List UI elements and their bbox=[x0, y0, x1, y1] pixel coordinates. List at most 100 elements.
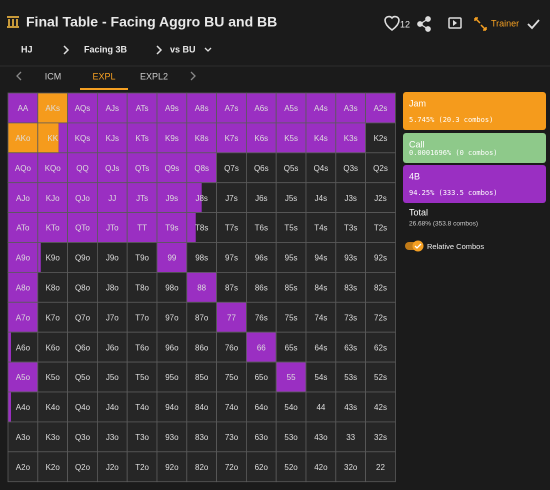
hand-label[interactable]: 62s bbox=[374, 343, 387, 352]
hand-label[interactable]: 64s bbox=[314, 343, 327, 352]
hand-label[interactable]: 96s bbox=[255, 254, 268, 263]
hand-label[interactable]: T3o bbox=[135, 433, 149, 442]
legend-box[interactable] bbox=[403, 165, 546, 203]
hand-label[interactable]: TT bbox=[137, 224, 147, 233]
hand-label[interactable]: QTs bbox=[135, 164, 149, 173]
hand-label[interactable]: 99 bbox=[167, 254, 176, 263]
hand-label[interactable]: Q9s bbox=[165, 164, 180, 173]
hand-label[interactable]: J9o bbox=[106, 254, 119, 263]
hand-label[interactable]: J8o bbox=[106, 283, 119, 292]
hand-label[interactable]: Q9o bbox=[75, 254, 91, 263]
toggle-knob[interactable] bbox=[412, 240, 424, 252]
hand-label[interactable]: 76o bbox=[225, 343, 239, 352]
hand-label[interactable]: K6o bbox=[46, 343, 61, 352]
hand-label[interactable]: Q8s bbox=[194, 164, 209, 173]
hand-label[interactable]: 62o bbox=[255, 463, 269, 472]
hand-label[interactable]: Q7o bbox=[75, 313, 91, 322]
hand-label[interactable]: 42s bbox=[374, 403, 387, 412]
hand-label[interactable]: Q6o bbox=[75, 343, 91, 352]
hand-label[interactable]: K2s bbox=[374, 134, 388, 143]
hand-label[interactable]: 85s bbox=[285, 283, 298, 292]
hand-label[interactable]: 53s bbox=[344, 373, 357, 382]
hand-label[interactable]: 98s bbox=[195, 254, 208, 263]
hand-label[interactable]: 92s bbox=[374, 254, 387, 263]
hand-label[interactable]: A9s bbox=[165, 104, 179, 113]
position-select[interactable]: HJ bbox=[21, 44, 33, 54]
hand-label[interactable]: KK bbox=[47, 134, 58, 143]
hand-label[interactable]: T2o bbox=[135, 463, 149, 472]
hand-label[interactable]: QJs bbox=[105, 164, 119, 173]
hand-label[interactable]: 95s bbox=[285, 254, 298, 263]
hand-label[interactable]: J7s bbox=[225, 194, 237, 203]
hand-label[interactable]: 98o bbox=[165, 283, 179, 292]
hand-label[interactable]: 52s bbox=[374, 373, 387, 382]
hand-label[interactable]: JJ bbox=[108, 194, 116, 203]
hand-label[interactable]: K3o bbox=[46, 433, 61, 442]
hand-label[interactable]: 82o bbox=[195, 463, 209, 472]
hand-label[interactable]: J4s bbox=[315, 194, 327, 203]
hand-label[interactable]: 83o bbox=[195, 433, 209, 442]
hand-label[interactable]: KJs bbox=[106, 134, 119, 143]
hand-label[interactable]: 76s bbox=[255, 313, 268, 322]
hand-label[interactable]: K4s bbox=[314, 134, 328, 143]
hand-label[interactable]: JTo bbox=[106, 224, 119, 233]
hand-label[interactable]: A6s bbox=[254, 104, 268, 113]
hand-label[interactable]: A7o bbox=[16, 313, 31, 322]
hand-label[interactable]: T9s bbox=[165, 224, 178, 233]
hand-label[interactable]: T5s bbox=[284, 224, 297, 233]
hand-label[interactable]: 74s bbox=[314, 313, 327, 322]
hand-label[interactable]: T5o bbox=[135, 373, 149, 382]
hand-label[interactable]: 84o bbox=[195, 403, 209, 412]
hand-label[interactable]: Q5s bbox=[284, 164, 299, 173]
like-button[interactable] bbox=[384, 15, 400, 31]
hand-label[interactable]: A4o bbox=[16, 403, 31, 412]
hand-label[interactable]: K8s bbox=[195, 134, 209, 143]
hand-label[interactable]: 73s bbox=[344, 313, 357, 322]
hand-label[interactable]: K7o bbox=[46, 313, 61, 322]
tab[interactable]: ICM bbox=[45, 71, 62, 81]
hand-label[interactable]: A2o bbox=[16, 463, 31, 472]
hand-label[interactable]: KQo bbox=[45, 164, 62, 173]
hand-label[interactable]: Q3o bbox=[75, 433, 91, 442]
hand-label[interactable]: 75s bbox=[285, 313, 298, 322]
hand-label[interactable]: 73o bbox=[225, 433, 239, 442]
hand-label[interactable]: 63s bbox=[344, 343, 357, 352]
hand-label[interactable]: JTs bbox=[136, 194, 148, 203]
play-button[interactable] bbox=[448, 17, 462, 29]
hand-label[interactable]: KQs bbox=[75, 134, 91, 143]
hand-label[interactable]: Q8o bbox=[75, 283, 91, 292]
hand-label[interactable]: QTo bbox=[75, 224, 90, 233]
hand-label[interactable]: T8s bbox=[195, 224, 208, 233]
hand-label[interactable]: KTo bbox=[46, 224, 60, 233]
hand-label[interactable]: K5s bbox=[284, 134, 298, 143]
tab-next[interactable] bbox=[190, 71, 196, 81]
hand-label[interactable]: J2o bbox=[106, 463, 119, 472]
hand-label[interactable]: AJo bbox=[16, 194, 30, 203]
hand-label[interactable]: A8s bbox=[195, 104, 209, 113]
hand-label[interactable]: 94s bbox=[314, 254, 327, 263]
hand-label[interactable]: Q3s bbox=[343, 164, 358, 173]
confirm-button[interactable] bbox=[527, 19, 540, 30]
hand-label[interactable]: AA bbox=[18, 104, 29, 113]
hand-label[interactable]: T7s bbox=[225, 224, 238, 233]
hand-label[interactable]: K9o bbox=[46, 254, 61, 263]
hand-label[interactable]: 95o bbox=[165, 373, 179, 382]
hand-label[interactable]: 65o bbox=[255, 373, 269, 382]
hand-label[interactable]: K7s bbox=[225, 134, 239, 143]
hand-label[interactable]: 88 bbox=[197, 283, 206, 292]
legend-box[interactable] bbox=[403, 133, 546, 163]
hand-label[interactable]: Q5o bbox=[75, 373, 91, 382]
hand-label[interactable]: 43s bbox=[344, 403, 357, 412]
hand-label[interactable]: Q2s bbox=[373, 164, 388, 173]
hand-label[interactable]: 87s bbox=[225, 283, 238, 292]
hand-label[interactable]: 83s bbox=[344, 283, 357, 292]
hand-label[interactable]: AKo bbox=[15, 134, 31, 143]
hand-label[interactable]: KJo bbox=[46, 194, 60, 203]
hand-label[interactable]: AKs bbox=[45, 104, 60, 113]
hand-label[interactable]: A2s bbox=[374, 104, 388, 113]
tab[interactable]: EXPL2 bbox=[140, 71, 168, 81]
hand-label[interactable]: J6o bbox=[106, 343, 119, 352]
share-button[interactable] bbox=[417, 16, 431, 32]
tab-prev[interactable] bbox=[16, 71, 22, 81]
hand-label[interactable]: A8o bbox=[16, 283, 31, 292]
